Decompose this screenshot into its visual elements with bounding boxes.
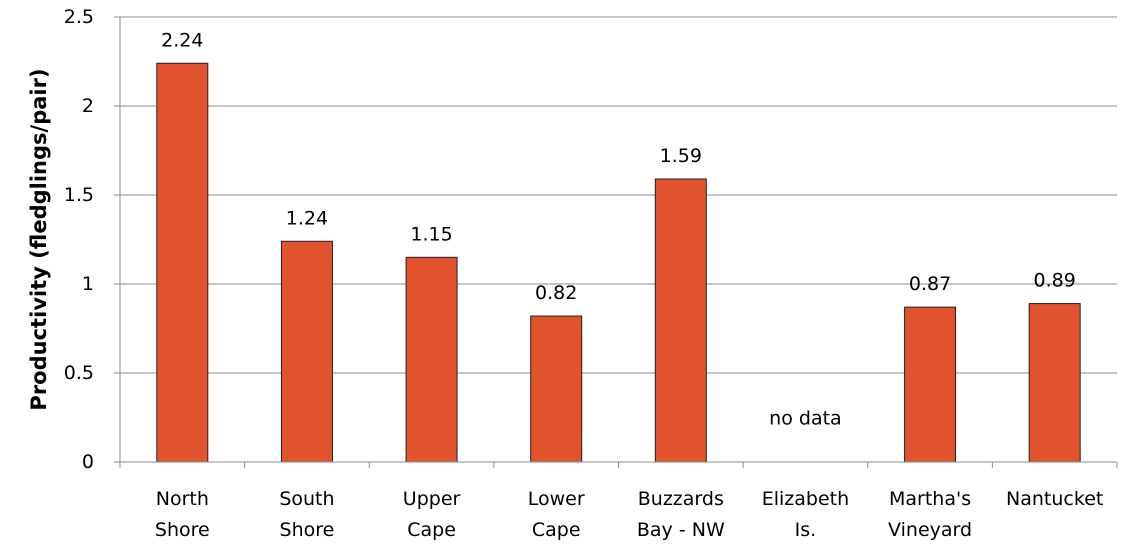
bar xyxy=(156,62,209,463)
x-tick-label: South xyxy=(279,488,334,510)
data-label: 0.82 xyxy=(535,282,577,304)
bar xyxy=(530,315,583,463)
data-labels: 2.24 1.24 1.15 0.82 1.59 no data 0.87 0.89 xyxy=(161,29,1076,429)
y-tick-label: 0.5 xyxy=(64,362,94,384)
x-tick-labels: North Shore South Shore Upper Cape Lower Cape Bu… xyxy=(155,488,1103,541)
axes xyxy=(114,16,1118,468)
gridlines xyxy=(120,16,1117,374)
x-tick-label: Cape xyxy=(407,519,456,541)
x-tick-label: Shore xyxy=(155,519,210,541)
bars xyxy=(156,62,1081,463)
bar xyxy=(904,306,957,463)
data-label: 2.24 xyxy=(161,29,203,51)
x-tick-label: Buzzards xyxy=(638,488,724,510)
y-tick-label: 1 xyxy=(82,273,94,295)
y-tick-label: 2.5 xyxy=(64,6,94,28)
x-tick-label: Elizabeth xyxy=(762,488,849,510)
x-tick-label: Lower xyxy=(528,488,585,510)
x-tick-label: Martha's xyxy=(889,488,971,510)
bar xyxy=(654,178,707,463)
x-tick-label: Shore xyxy=(280,519,335,541)
no-data-label: no data xyxy=(769,408,842,430)
data-label: 1.59 xyxy=(660,145,702,167)
x-tick-label: Vineyard xyxy=(888,519,972,541)
y-tick-label: 0 xyxy=(82,451,94,473)
x-tick-label: Bay - NW xyxy=(637,519,725,541)
bar xyxy=(1028,303,1081,463)
x-tick-label: North xyxy=(156,488,209,510)
data-label: 0.89 xyxy=(1034,270,1076,292)
bar xyxy=(405,256,458,463)
x-tick-label: Upper xyxy=(403,488,461,510)
y-axis-label: Productivity (fledglings/pair) xyxy=(27,68,51,410)
data-label: 1.15 xyxy=(410,223,452,245)
y-tick-label: 2 xyxy=(82,95,94,117)
x-tick-label: Nantucket xyxy=(1006,488,1103,510)
x-tick-label: Is. xyxy=(795,519,817,541)
x-tick-label: Cape xyxy=(532,519,581,541)
y-tick-labels: 0 0.5 1 1.5 2 2.5 xyxy=(64,6,94,473)
bar xyxy=(280,240,333,463)
data-label: 1.24 xyxy=(286,207,328,229)
data-label: 0.87 xyxy=(909,273,951,295)
y-tick-label: 1.5 xyxy=(64,184,94,206)
